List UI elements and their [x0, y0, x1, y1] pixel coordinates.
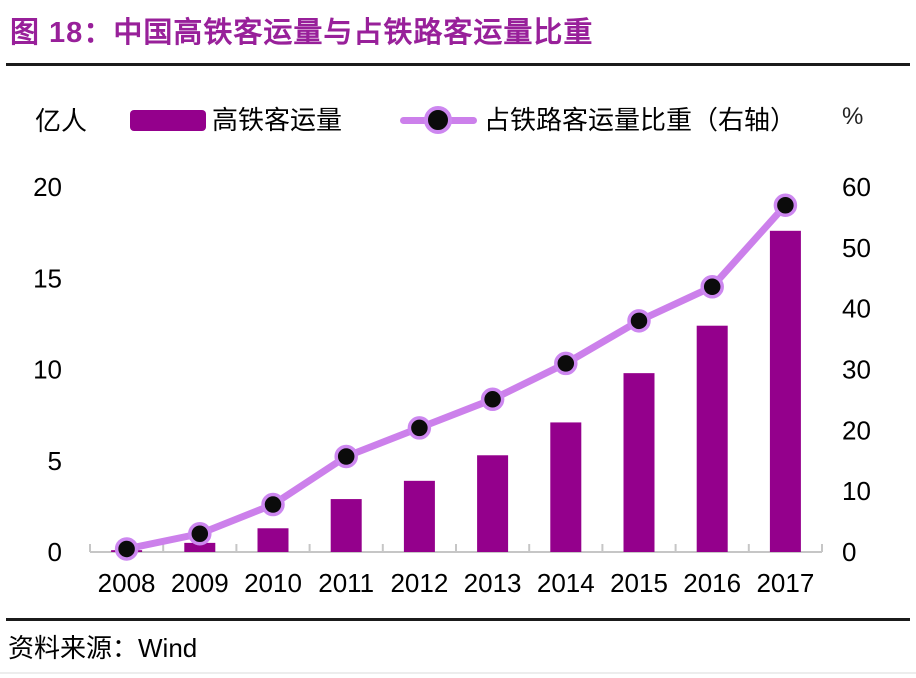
x-tick-label-2011: 2011: [318, 568, 374, 598]
bar-2013: [477, 455, 509, 552]
marker-2014: [554, 351, 578, 376]
marker-2015: [627, 309, 651, 333]
figure-title: 图 18：中国高铁客运量与占铁路客运量比重: [10, 17, 594, 49]
marker-2011: [334, 444, 358, 469]
x-tick-label-2008: 2008: [98, 568, 156, 598]
bar-2017: [769, 230, 801, 553]
bar-2014: [550, 422, 582, 552]
x-tick-label-2009: 2009: [171, 568, 229, 598]
x-tick-label-2014: 2014: [537, 568, 595, 598]
y-left-tick-label-20: 20: [33, 172, 62, 202]
x-tick-label-2015: 2015: [610, 568, 668, 598]
trend-line: [123, 201, 789, 553]
marker-2008: [114, 537, 139, 561]
marker-2010: [261, 492, 285, 517]
y-right-tick-label-30: 30: [842, 355, 871, 385]
marker-2009: [188, 522, 212, 546]
bottom-hairline: [0, 672, 916, 674]
bar-2015: [623, 373, 655, 552]
legend-bar-swatch: [130, 110, 206, 131]
y-right-tick-label-20: 20: [842, 415, 871, 445]
bar-2010: [257, 528, 289, 552]
source-line: 资料来源：Wind: [8, 628, 197, 665]
marker-2013: [480, 387, 505, 412]
combo-chart: 0 5 10 15 20 0 10 20 30 40 50 60 2008 2009 2010 2011 201…: [33, 172, 871, 598]
legend-line-marker-icon: [424, 106, 452, 134]
legend-line-swatch: [400, 103, 477, 139]
x-tick-label-2012: 2012: [390, 568, 448, 598]
y-left-tick-label-10: 10: [33, 355, 62, 385]
title-separator: [6, 63, 910, 66]
y-left-tick-label-15: 15: [33, 263, 62, 293]
x-tick-label-2013: 2013: [464, 568, 522, 598]
right-axis-unit-label: %: [842, 103, 864, 130]
y-right-tick-label-40: 40: [842, 294, 871, 324]
source-label: 资料来源：: [8, 634, 139, 663]
y-right-tick-label-0: 0: [842, 537, 856, 567]
legend-line-label: 占铁路客运量比重（右轴）: [484, 105, 797, 135]
left-axis-unit-label: 亿人: [35, 106, 88, 136]
source-value: Wind: [138, 633, 198, 663]
footer-separator: [6, 618, 910, 621]
bar-2011: [330, 499, 362, 552]
legend-bar-label: 高铁客运量: [212, 105, 343, 135]
x-tick-label-2016: 2016: [683, 568, 741, 598]
y-left-tick-label-5: 5: [48, 446, 62, 476]
y-right-tick-label-10: 10: [842, 476, 871, 506]
bar-2016: [696, 325, 728, 552]
marker-2017: [773, 193, 798, 217]
x-tick-label-2017: 2017: [756, 568, 814, 598]
bar-2009: [184, 542, 216, 552]
y-left-tick-label-0: 0: [48, 537, 62, 567]
marker-2016: [700, 275, 724, 299]
bar-2012: [403, 480, 435, 552]
marker-2012: [407, 416, 432, 440]
y-right-tick-label-60: 60: [842, 172, 871, 202]
x-tick-label-2010: 2010: [244, 568, 302, 598]
y-right-tick-label-50: 50: [842, 233, 871, 263]
